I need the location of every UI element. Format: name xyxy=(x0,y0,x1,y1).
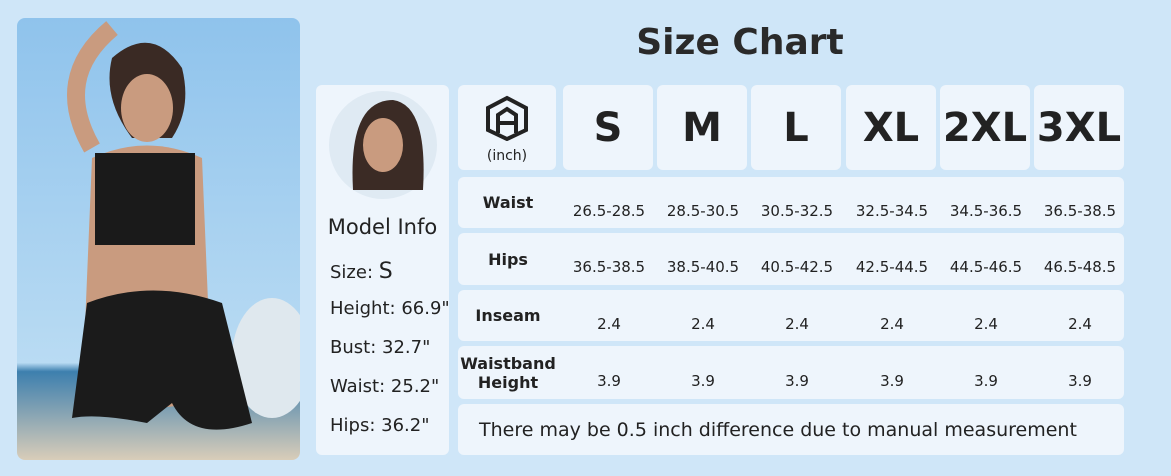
cell-value: 38.5-40.5 xyxy=(666,258,740,276)
cell-value: 3.9 xyxy=(1068,371,1092,390)
size-header: S xyxy=(563,85,653,170)
cell-value: 44.5-46.5 xyxy=(949,258,1023,276)
model-photo xyxy=(17,18,300,460)
model-portrait xyxy=(329,91,437,199)
cell-value: 2.4 xyxy=(974,314,998,333)
size-row: Waist 26.5-28.5 28.5-30.5 30.5-32.5 32.5-34.… xyxy=(458,177,1124,228)
model-info-item: Waist: 25.2" xyxy=(330,376,439,397)
model-info-value: S xyxy=(378,259,393,284)
cell-value: 40.5-42.5 xyxy=(760,258,834,276)
unit-label: (inch) xyxy=(486,148,528,164)
size-header: 3XL xyxy=(1034,85,1124,170)
model-info-label: Waist: xyxy=(330,376,386,397)
model-info-value: 25.2" xyxy=(390,376,440,397)
model-info-item: Size: S xyxy=(330,259,393,284)
cell-value: 3.9 xyxy=(597,371,621,390)
model-info-item: Height: 66.9" xyxy=(330,298,450,319)
model-info-value: 36.2" xyxy=(381,415,430,436)
row-label: Inseam xyxy=(475,306,541,325)
unit-cell: (inch) xyxy=(458,85,556,170)
cell-value: 2.4 xyxy=(597,314,621,333)
size-row: Hips 36.5-38.5 38.5-40.5 40.5-42.5 42.5-44.5… xyxy=(458,233,1124,285)
model-info-value: 66.9" xyxy=(401,298,450,319)
cell-value: 2.4 xyxy=(785,314,809,333)
model-info-label: Size: xyxy=(330,262,374,283)
cell-value: 3.9 xyxy=(974,371,998,390)
model-info-label: Hips: xyxy=(330,415,376,436)
cell-value: 2.4 xyxy=(691,314,715,333)
model-info-value: 32.7" xyxy=(382,337,431,358)
chart-title: Size Chart xyxy=(636,22,844,63)
size-row: Inseam 2.4 2.4 2.4 2.4 2.4 2.4 xyxy=(458,290,1124,341)
size-header: 2XL xyxy=(940,85,1030,170)
cell-value: 2.4 xyxy=(1068,314,1092,333)
cell-value: 34.5-36.5 xyxy=(949,201,1023,220)
row-label: Waistband Height xyxy=(460,353,556,392)
cell-value: 3.9 xyxy=(785,371,809,390)
cell-value: 36.5-38.5 xyxy=(1043,201,1117,220)
cell-value: 30.5-32.5 xyxy=(760,201,834,220)
size-header: L xyxy=(751,85,841,170)
size-row: Waistband Height 3.9 3.9 3.9 3.9 3.9 3.9 xyxy=(458,346,1124,399)
model-info-label: Height: xyxy=(330,298,396,319)
brand-icon xyxy=(486,95,528,141)
note-row: There may be 0.5 inch difference due to … xyxy=(458,404,1124,455)
size-header: M xyxy=(657,85,747,170)
cell-value: 42.5-44.5 xyxy=(855,258,929,276)
size-header: XL xyxy=(846,85,936,170)
cell-value: 28.5-30.5 xyxy=(666,201,740,220)
cell-value: 26.5-28.5 xyxy=(572,201,646,220)
row-label: Waist xyxy=(482,193,534,212)
model-info-card: Model Info Size: S Height: 66.9" Bust: 32.… xyxy=(316,85,450,455)
cell-value: 3.9 xyxy=(880,371,904,390)
cell-value: 36.5-38.5 xyxy=(572,258,646,276)
row-label: Hips xyxy=(488,249,528,269)
model-info-item: Bust: 32.7" xyxy=(330,337,430,358)
cell-value: 46.5-48.5 xyxy=(1043,258,1117,276)
cell-value: 2.4 xyxy=(880,314,904,333)
note: There may be 0.5 inch difference due to … xyxy=(479,418,1077,441)
cell-value: 32.5-34.5 xyxy=(855,201,929,220)
cell-value: 3.9 xyxy=(691,371,715,390)
model-info-label: Bust: xyxy=(330,337,377,358)
model-info-item: Hips: 36.2" xyxy=(330,415,430,436)
model-info-heading: Model Info xyxy=(327,215,438,239)
